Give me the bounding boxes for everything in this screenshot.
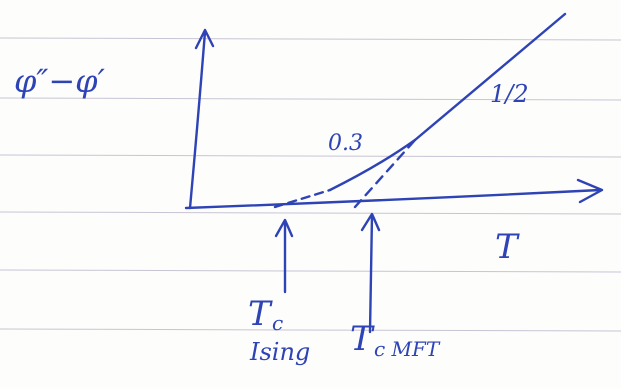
tc-ising-symbol: T	[248, 294, 273, 334]
tc-ising-note: Ising	[249, 338, 310, 366]
tc-mft-subscript: c MFT	[374, 337, 441, 361]
x-axis-label: T	[495, 227, 520, 267]
sketch: φ″−φ′ T 1/2 0.3 T c Ising T c MFT	[0, 0, 621, 388]
y-axis-label: φ″−φ′	[14, 62, 106, 100]
tc-mft-symbol: T	[350, 319, 375, 359]
tc-ising-subscript: c	[272, 311, 283, 335]
slope-low: 0.3	[328, 131, 363, 156]
slope-high: 1/2	[490, 80, 529, 108]
